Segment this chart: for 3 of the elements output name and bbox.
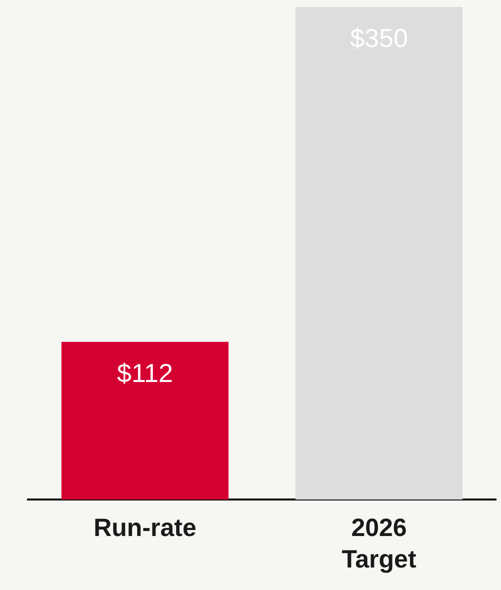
data-label: $112 [117, 358, 173, 388]
x-tick-label: Run-rate [94, 514, 196, 542]
x-tick-label: 2026 Target [342, 514, 417, 574]
